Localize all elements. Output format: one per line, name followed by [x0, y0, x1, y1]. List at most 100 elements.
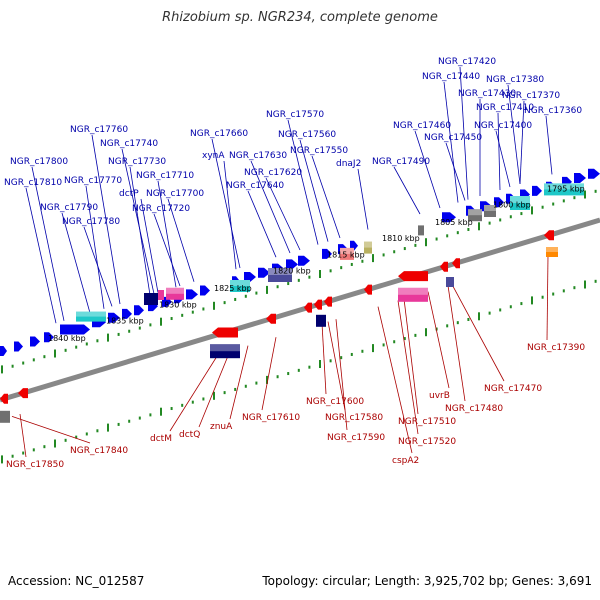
gene-block [210, 344, 240, 359]
gene-block [398, 287, 428, 302]
gene-block [0, 410, 10, 423]
genome-summary: Topology: circular; Length: 3,925,702 bp… [262, 574, 592, 588]
leader-line [261, 337, 277, 411]
forward-gene-arrow [588, 168, 600, 179]
leader-line [443, 81, 459, 203]
gene-label-forward: NGR_c17810 [4, 178, 62, 188]
gene-label-forward: NGR_c17360 [524, 106, 582, 116]
leader-line [311, 155, 341, 239]
gene-block [364, 241, 372, 254]
gene-label-forward: NGR_c17780 [62, 217, 120, 227]
leader-line [497, 112, 501, 191]
forward-gene-arrow [134, 305, 144, 316]
leader-line [414, 130, 441, 209]
forward-gene-arrow [14, 341, 23, 352]
leader-line [19, 413, 27, 458]
gene-label-reverse: NGR_c17470 [484, 384, 542, 394]
forward-gene-arrow [60, 324, 90, 335]
gene-label-forward: NGR_c17700 [146, 189, 204, 199]
gene-label-reverse: znuA [210, 422, 233, 432]
leader-line [157, 180, 177, 288]
gene-label-forward: NGR_c17620 [244, 168, 302, 178]
forward-gene-arrow [298, 255, 310, 266]
gene-label-reverse: uvrB [429, 391, 450, 401]
scale-label: 1810 kbp [382, 234, 420, 243]
scale-label: 1840 kbp [48, 334, 86, 343]
reverse-gene-arrow [314, 299, 322, 310]
gene-block [210, 344, 240, 352]
leader-line [299, 139, 329, 242]
gene-block [166, 287, 184, 294]
gene-block [398, 287, 428, 295]
gene-label-reverse: NGR_c17580 [325, 413, 383, 423]
reverse-gene-arrow [452, 258, 460, 269]
gene-label-forward: NGR_c17560 [278, 130, 336, 140]
scale-label: 1825 kbp [214, 284, 252, 293]
gene-label-forward: NGR_c17770 [64, 176, 122, 186]
reverse-gene-arrow [364, 284, 372, 295]
gene-label-reverse: NGR_c17600 [306, 397, 364, 407]
leader-line [121, 148, 155, 294]
leader-line [403, 298, 419, 415]
gene-label-forward: NGR_c17730 [108, 157, 166, 167]
gene-label-reverse: NGR_c17850 [6, 460, 64, 470]
scale-label: 1820 kbp [273, 267, 311, 276]
gene-features [0, 168, 600, 423]
forward-gene-arrow [532, 185, 542, 196]
leader-line [83, 226, 113, 307]
forward-gene-arrow [286, 259, 298, 270]
gene-block [418, 225, 424, 236]
gene-label-forward: NGR_c17660 [190, 129, 248, 139]
gene-label-reverse: dctQ [179, 430, 200, 440]
gene-block [268, 268, 292, 282]
gene-block [546, 247, 558, 257]
gene-label-reverse: dctM [150, 434, 172, 444]
leader-line [153, 213, 181, 287]
gene-block [544, 183, 584, 196]
leader-line [507, 84, 521, 185]
gene-labels: NGR_c17420 NGR_c17440 NGR_c17380 NGR_c17430… [4, 57, 585, 470]
leader-line [229, 345, 249, 420]
gene-label-forward: dnaJ2 [336, 159, 361, 169]
gene-label-forward: NGR_c17720 [132, 204, 190, 214]
scale-label: 1835 kbp [106, 317, 144, 326]
leader-line [167, 198, 195, 282]
gene-label-forward: NGR_c17760 [70, 125, 128, 135]
reverse-gene-arrow [324, 296, 332, 307]
gene-label-forward: NGR_c17570 [266, 110, 324, 120]
genome-backbone [0, 217, 600, 403]
gene-label-forward: NGR_c17460 [393, 121, 451, 131]
scale-labels: 1795 kbp 1800 kbp 1805 kbp 1810 kbp 1815 kbp… [48, 184, 585, 343]
forward-gene-arrow [244, 272, 256, 282]
leader-line [327, 321, 346, 411]
gene-block [468, 209, 482, 216]
gene-label-reverse: NGR_c17520 [398, 437, 456, 447]
leader-line [451, 284, 505, 382]
gene-label-forward: NGR_c17420 [438, 57, 496, 67]
scale-label: 1830 kbp [159, 301, 197, 310]
gene-label-forward: NGR_c17400 [474, 121, 532, 131]
leader-line [11, 416, 91, 444]
reverse-gene-arrow [544, 230, 554, 241]
leader-line [223, 160, 237, 270]
forward-gene-arrow [574, 173, 586, 183]
gene-block [546, 247, 558, 252]
gene-label-forward: NGR_c17710 [136, 171, 194, 181]
gene-block [230, 280, 250, 292]
map-title: Rhizobium sp. NGR234, complete genome [162, 10, 438, 25]
gene-label-forward: NGR_c17380 [486, 75, 544, 85]
gene-block [340, 247, 354, 260]
gene-label-reverse: NGR_c17610 [242, 413, 300, 423]
leader-line [495, 130, 511, 188]
gene-block [484, 205, 496, 217]
forward-gene-arrow [0, 345, 7, 356]
leader-line [25, 187, 57, 324]
forward-gene-arrow [200, 285, 210, 296]
leader-line [393, 166, 421, 215]
leader-line [546, 255, 549, 341]
leader-line [357, 168, 369, 230]
forward-gene-arrow [122, 308, 132, 319]
gene-block [158, 290, 164, 300]
gene-block [340, 247, 354, 254]
